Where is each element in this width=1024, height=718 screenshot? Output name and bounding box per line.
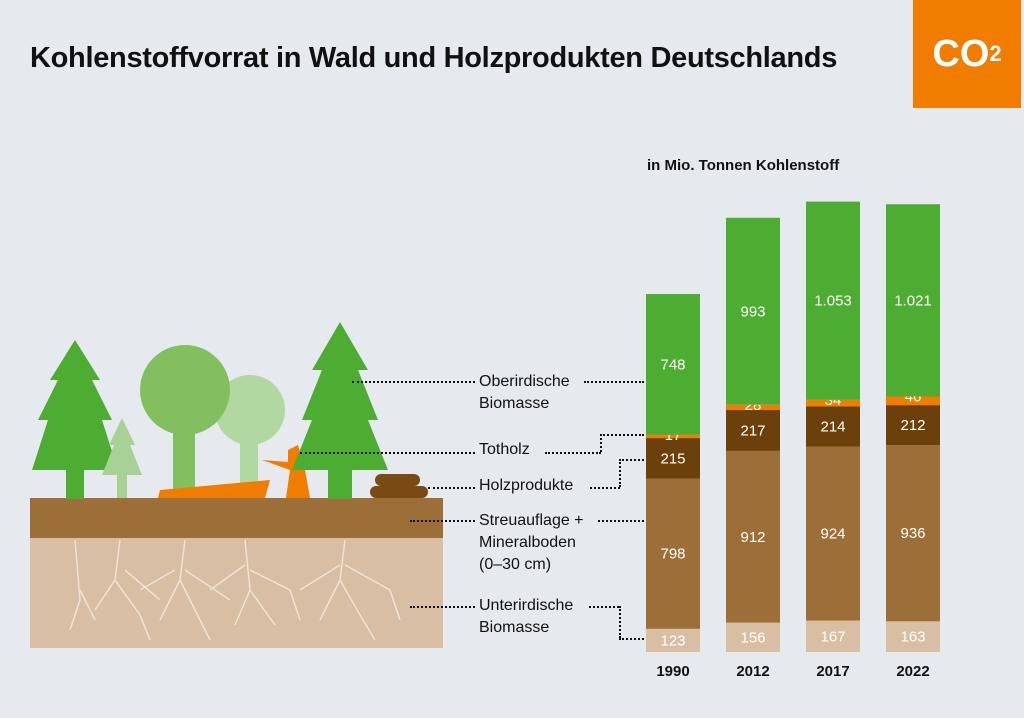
badge-subscript: 2	[989, 41, 1002, 66]
data-label: 936	[900, 525, 925, 542]
leader-line	[619, 459, 644, 461]
bar-segment	[806, 446, 860, 621]
bar-segment	[886, 405, 940, 446]
data-label: 798	[660, 546, 685, 563]
legend-text: Mineralboden	[479, 534, 576, 551]
bar-segment	[726, 622, 780, 652]
bar-segment	[806, 406, 860, 447]
leader-line	[590, 487, 620, 489]
leader-line	[619, 459, 621, 487]
legend-holzprodukte: Holzprodukte	[479, 477, 574, 494]
wood-logs-icon	[370, 474, 428, 498]
bar-segment	[726, 450, 780, 623]
roots-icon	[69, 539, 401, 641]
data-label: 156	[740, 629, 765, 646]
leader-line	[410, 606, 475, 608]
large-spruce-icon	[292, 322, 388, 499]
legend-totholz: Totholz	[479, 441, 530, 458]
leader-line	[545, 452, 601, 454]
stacked-bars: 1237982151774819901569122172899320121679…	[646, 201, 940, 680]
subsoil	[30, 538, 443, 648]
data-label: 748	[660, 356, 685, 373]
data-label: 1.021	[894, 292, 932, 309]
leader-line	[410, 520, 475, 522]
bar-segment	[646, 478, 700, 629]
legend-streuauflage: Streuauflage + Mineralboden (0–30 cm)	[479, 510, 584, 576]
data-label: 215	[660, 450, 685, 467]
x-tick-label: 2012	[736, 663, 769, 680]
leader-line	[589, 606, 619, 608]
data-label: 993	[740, 303, 765, 320]
legend-text: Oberirdische	[479, 373, 570, 390]
legend-text: (0–30 cm)	[479, 556, 552, 573]
bar-segment	[806, 399, 860, 407]
x-tick-label: 1990	[656, 663, 689, 680]
bar-segment	[806, 201, 860, 400]
data-label: 167	[820, 628, 845, 645]
leader-line	[584, 381, 644, 383]
bar-segment	[886, 621, 940, 652]
spruce-tree-icon	[32, 340, 118, 499]
leader-line	[600, 434, 602, 452]
bar-segment	[646, 434, 700, 439]
leader-line	[619, 638, 644, 640]
data-label: 924	[820, 526, 845, 543]
leader-line	[300, 452, 475, 454]
forest-illustration	[30, 322, 443, 648]
legend-text: Streuauflage +	[479, 512, 584, 529]
bar-segment	[726, 404, 780, 411]
leader-line	[598, 520, 644, 522]
bar-segment	[886, 204, 940, 397]
legend-text: Unterirdische	[479, 597, 574, 614]
data-label: 912	[740, 529, 765, 546]
bar-segment	[646, 294, 700, 435]
chart-title: Kohlenstoffvorrat in Wald und Holzproduk…	[30, 42, 838, 74]
bar-segment	[646, 438, 700, 479]
deciduous-tree-icon	[140, 345, 230, 498]
x-tick-label: 2017	[816, 663, 849, 680]
data-label: 123	[660, 632, 685, 649]
bar-segment	[886, 396, 940, 406]
leader-line	[428, 487, 475, 489]
unit-label: in Mio. Tonnen Kohlenstoff	[647, 157, 840, 174]
badge-text: CO	[932, 32, 990, 75]
legend-text: Biomasse	[479, 395, 550, 412]
data-label: 1.053	[814, 293, 852, 310]
bar-segment	[646, 628, 700, 652]
small-spruce-icon	[102, 418, 142, 498]
data-label: 217	[740, 422, 765, 439]
data-label: 214	[820, 418, 845, 435]
legend-oberirdische-biomasse: Oberirdische Biomasse	[479, 371, 570, 415]
legend-text: Biomasse	[479, 619, 550, 636]
bar-segment	[886, 445, 940, 622]
data-label: 212	[900, 417, 925, 434]
bar-segment	[726, 410, 780, 451]
legend-unterirdische-biomasse: Unterirdische Biomasse	[479, 595, 573, 639]
leader-line	[600, 434, 644, 436]
bar-segment	[806, 620, 860, 652]
data-label: 163	[900, 629, 925, 646]
bar-segment	[726, 217, 780, 405]
deciduous-tree-light-icon	[215, 375, 285, 498]
leader-line	[352, 381, 475, 383]
x-tick-label: 2022	[896, 663, 929, 680]
leader-line	[619, 606, 621, 638]
topsoil	[30, 498, 443, 538]
co2-badge: CO 2	[913, 0, 1021, 108]
